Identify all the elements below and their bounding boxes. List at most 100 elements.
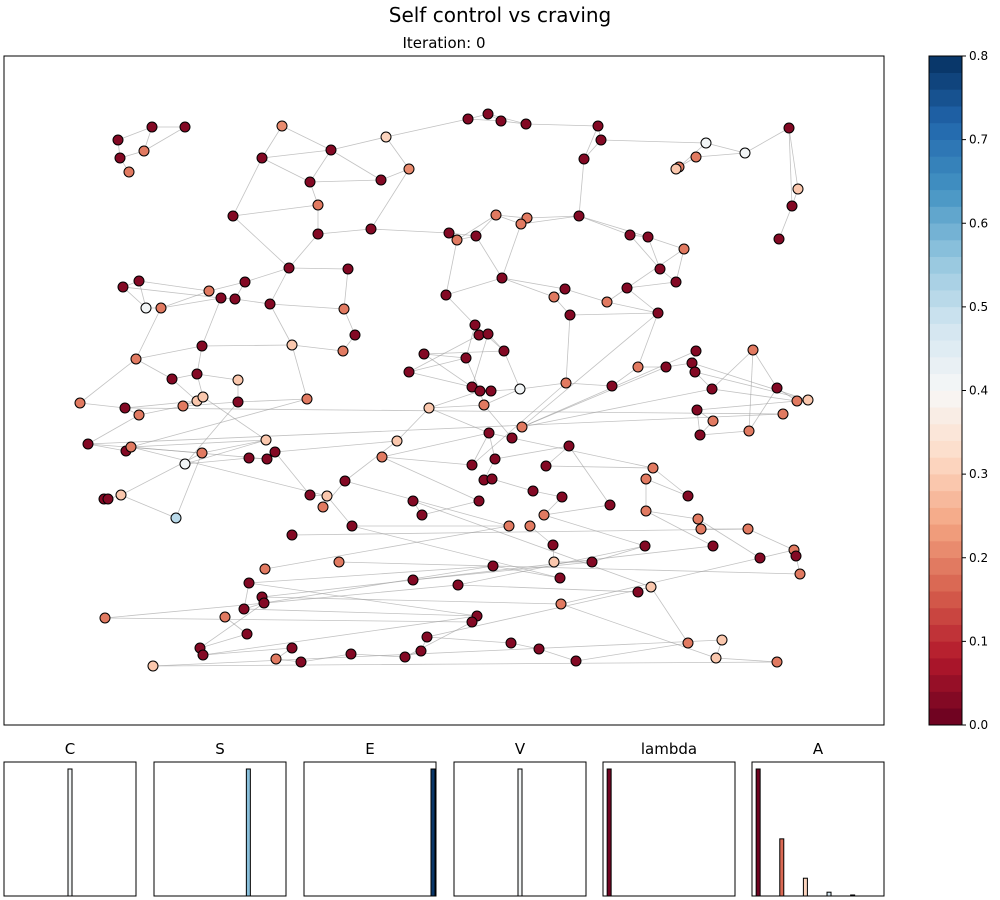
colorbar-band — [929, 172, 962, 191]
network-edge — [575, 642, 689, 662]
network-node — [119, 402, 131, 414]
histogram-bar — [850, 894, 856, 897]
network-edge — [291, 344, 308, 400]
network-edge — [788, 127, 799, 190]
network-edge — [471, 333, 489, 388]
network-node — [478, 399, 490, 411]
colorbar-band — [929, 206, 962, 224]
network-node — [514, 383, 526, 395]
network-edge — [232, 204, 319, 217]
network-node — [146, 121, 158, 133]
network-edge — [423, 353, 467, 359]
network-edge — [269, 267, 290, 305]
network-edge — [626, 287, 659, 314]
colorbar-tick-label: 0.2 — [969, 551, 988, 565]
network-node — [117, 281, 129, 293]
network-edge — [201, 297, 222, 347]
network-edge — [309, 179, 382, 183]
network-node — [520, 118, 532, 130]
network-node — [716, 634, 728, 646]
network-edge — [269, 303, 345, 310]
network-edge — [748, 349, 754, 432]
network-node — [632, 586, 644, 598]
network-node — [243, 577, 255, 589]
histogram-frame — [751, 761, 885, 897]
network-node — [486, 473, 498, 485]
histogram-bar — [517, 768, 523, 897]
network-node — [179, 458, 191, 470]
network-node — [399, 651, 411, 663]
colorbar-band — [929, 139, 962, 157]
network-edge — [525, 123, 599, 127]
network-node — [554, 572, 566, 584]
network-edge — [288, 233, 319, 269]
colorbar-tick-label: 0.5 — [969, 300, 988, 314]
histogram-S: S — [153, 740, 287, 897]
histogram-bar — [779, 838, 785, 897]
network-node — [660, 361, 672, 373]
network-edge — [201, 439, 267, 454]
network-edge — [261, 157, 311, 183]
network-node — [592, 120, 604, 132]
network-node — [196, 340, 208, 352]
network-edge — [281, 125, 332, 151]
network-edge — [408, 357, 467, 373]
colorbar: 0.0 0.1 0.2 0.3 0.4 0.5 0.6 0.7 0.8 — [928, 49, 988, 732]
network-nodes — [74, 108, 814, 672]
colorbar-bands — [929, 55, 962, 726]
network-node — [686, 357, 698, 369]
network-edge — [232, 157, 263, 217]
network-edge — [412, 500, 652, 588]
network-edge — [338, 561, 801, 575]
network-node — [771, 382, 783, 394]
network-edge — [344, 480, 510, 527]
network-edge — [120, 494, 177, 519]
colorbar-band — [929, 657, 962, 676]
network-node — [773, 233, 785, 245]
network-edge — [243, 608, 478, 617]
network-edge — [445, 277, 503, 296]
network-node — [321, 490, 333, 502]
network-node — [403, 163, 415, 175]
network-node — [601, 296, 613, 308]
network-edge — [261, 596, 562, 605]
network-edge — [626, 281, 677, 289]
colorbar-tick-label: 0.3 — [969, 467, 988, 481]
network-edge — [744, 127, 790, 154]
network-edge — [202, 615, 478, 656]
network-edge — [705, 142, 746, 154]
network-edge — [629, 234, 661, 270]
network-node — [606, 380, 618, 392]
network-node — [707, 540, 719, 552]
network-edge — [182, 401, 239, 407]
network-node — [147, 660, 159, 672]
network-edge — [645, 478, 689, 497]
network-edge — [184, 401, 239, 465]
network-edge — [475, 235, 503, 279]
network-edge — [248, 565, 494, 584]
network-edge — [143, 126, 186, 152]
network-edge — [291, 344, 344, 352]
network-edge — [104, 617, 473, 623]
network-node — [682, 637, 694, 649]
network-edge — [381, 456, 473, 466]
network-node — [570, 655, 582, 667]
network-node — [595, 134, 607, 146]
network-edge — [261, 545, 714, 598]
network-edge — [428, 404, 485, 409]
network-node — [415, 645, 427, 657]
network-edge — [381, 432, 490, 458]
network-edge — [79, 358, 137, 404]
network-node — [564, 309, 576, 321]
histogram-bar — [430, 768, 436, 897]
network-node — [490, 209, 502, 221]
network-node — [114, 152, 126, 164]
network-edge — [79, 402, 126, 409]
network-node — [505, 637, 517, 649]
network-edge — [699, 430, 750, 436]
network-node — [197, 649, 209, 661]
network-node — [239, 276, 251, 288]
network-edge — [309, 149, 332, 183]
network-edge — [160, 297, 222, 309]
network-edge — [691, 362, 809, 401]
